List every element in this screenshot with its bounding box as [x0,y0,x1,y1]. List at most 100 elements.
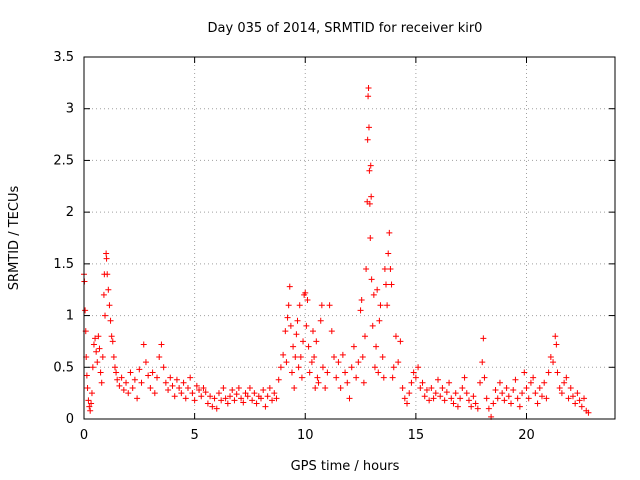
data-point [437,393,444,400]
data-point [103,250,110,257]
data-point [244,393,251,400]
data-point [120,387,127,394]
data-point [472,400,479,407]
x-tick-label: 10 [297,428,314,443]
data-point [222,395,229,402]
chart-title: Day 035 of 2014, SRMTID for receiver kir… [208,21,483,36]
data-point [288,369,295,376]
data-point [231,397,238,404]
data-point [339,351,346,358]
data-point [296,302,303,309]
data-point [82,307,89,314]
data-point [187,374,194,381]
data-point [552,333,559,340]
data-point [246,384,253,391]
data-point [558,390,565,397]
data-point [315,379,322,386]
data-point [536,384,543,391]
data-point [574,390,581,397]
data-point [240,399,247,406]
data-point [238,395,245,402]
data-point [99,353,106,360]
data-point [374,286,381,293]
data-point [578,403,585,410]
data-point [470,393,477,400]
data-point [165,387,172,394]
axis-ticks: 0 5 10 15 20 0 0.5 1 1.5 2 2.5 3 3.5 [53,50,615,443]
y-tick-label: 0.5 [53,360,74,375]
data-point [191,397,198,404]
data-point [162,379,169,386]
data-point [404,400,411,407]
data-point [297,353,304,360]
data-point [465,397,472,404]
data-point [355,359,362,366]
data-point [377,302,384,309]
data-point [561,379,568,386]
x-tick-label: 20 [518,428,535,443]
data-point [563,374,570,381]
data-point [565,395,572,402]
y-tick-label: 3.5 [53,50,74,65]
data-point [204,400,211,407]
data-point [459,384,466,391]
data-point [138,379,145,386]
data-point [104,271,111,278]
data-point [348,364,355,371]
data-point [410,369,417,376]
data-point [151,390,158,397]
data-point [282,328,289,335]
data-point [408,379,415,386]
data-point [505,393,512,400]
data-point [182,395,189,402]
y-tick-label: 2 [66,205,74,220]
data-point [107,317,114,324]
data-point [116,382,123,389]
data-point [167,374,174,381]
data-point [271,390,278,397]
data-point [251,390,258,397]
data-point [86,403,93,410]
data-point [585,409,592,416]
data-point [521,369,528,376]
data-point [220,384,227,391]
data-point [160,364,167,371]
data-point [295,364,302,371]
data-points [81,85,592,420]
data-point [375,369,382,376]
data-point [145,372,152,379]
data-point [527,379,534,386]
data-point [554,369,561,376]
data-point [370,291,377,298]
data-point [335,359,342,366]
data-point [291,384,298,391]
data-point [474,405,481,412]
data-point [461,374,468,381]
data-point [412,374,419,381]
data-point [154,374,161,381]
data-point [173,376,180,383]
data-point [290,343,297,350]
data-point [275,376,282,383]
data-point [328,328,335,335]
y-axis-label: SRMTID / TECUs [7,186,22,291]
data-point [532,390,539,397]
data-point [496,379,503,386]
data-point [468,403,475,410]
data-point [369,322,376,329]
y-tick-label: 1.5 [53,257,74,272]
data-point [439,384,446,391]
data-point [317,317,324,324]
x-tick-label: 15 [408,428,425,443]
data-point [435,376,441,383]
data-point [319,364,326,371]
data-point [311,353,318,360]
plot-frame [83,56,616,420]
data-point [395,359,402,366]
data-point [110,353,117,360]
data-point [171,393,178,400]
data-point [519,390,526,397]
data-point [530,374,537,381]
data-point [93,348,100,355]
data-point [576,397,583,404]
